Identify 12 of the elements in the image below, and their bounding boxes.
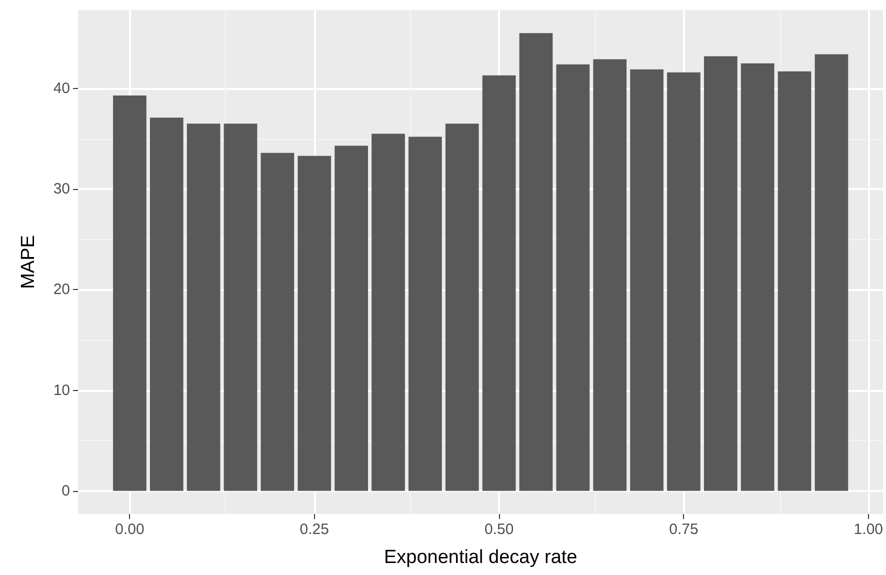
- y-tick-label: 30: [53, 180, 70, 198]
- y-tick-label: 10: [53, 382, 70, 399]
- y-tick-label: 20: [53, 281, 70, 298]
- y-axis-title: MAPE: [18, 235, 39, 289]
- y-tick-label: 0: [62, 482, 70, 500]
- x-tick-label: 0.50: [484, 521, 514, 538]
- x-axis-title: Exponential decay rate: [384, 547, 578, 568]
- x-tick-label: 0.00: [115, 521, 144, 538]
- y-tick-label: 40: [53, 80, 70, 97]
- x-tick-label: 1.00: [854, 521, 884, 538]
- x-tick-label: 0.75: [669, 521, 698, 538]
- x-tick-label: 0.25: [300, 521, 329, 538]
